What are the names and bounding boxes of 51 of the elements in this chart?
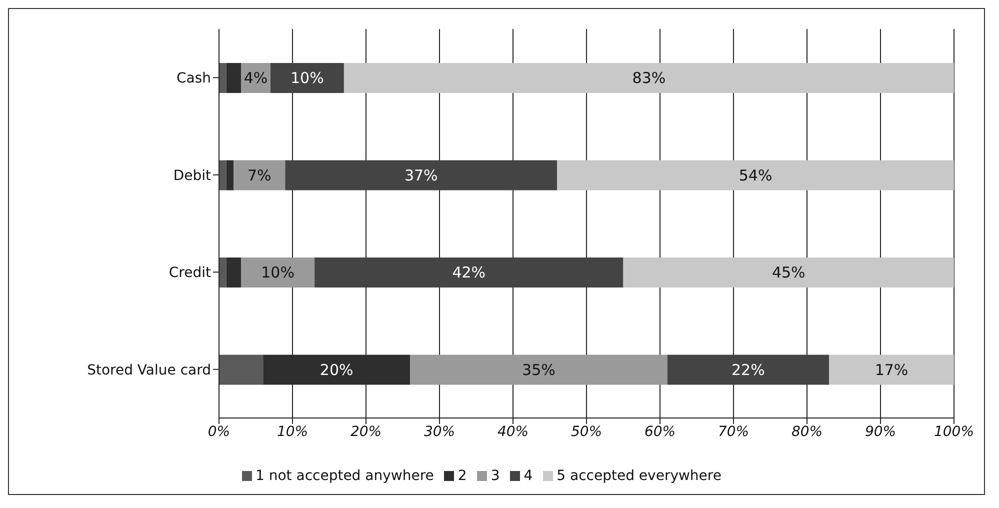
x-tick-label: 60% [644, 424, 676, 440]
bar [344, 63, 954, 93]
data-label: 20% [320, 360, 354, 379]
legend-label: 2 [458, 468, 467, 484]
bar [285, 160, 558, 190]
y-tick-label: Cash [176, 70, 211, 87]
data-label: 83% [632, 69, 666, 87]
x-tick-label: 90% [864, 424, 896, 440]
x-tick-label: 30% [424, 424, 456, 440]
x-tick-label: 40% [497, 424, 529, 440]
x-tick-label: 0% [208, 424, 230, 440]
legend-label: 4 [524, 468, 533, 484]
bar [667, 354, 830, 385]
bar [226, 258, 242, 288]
legend-label: 5 accepted everywhere [556, 468, 722, 484]
legend-label: 1 not accepted anywhere [256, 468, 434, 484]
x-tick-label: 100% [934, 424, 974, 440]
bar [241, 258, 315, 288]
data-label: 54% [738, 166, 772, 184]
x-tick-label: 80% [791, 424, 823, 440]
data-label: 45% [772, 264, 806, 282]
bar [226, 63, 242, 93]
x-tick-label: 20% [350, 424, 382, 440]
data-label: 7% [248, 166, 272, 184]
bar [557, 160, 954, 190]
bar [219, 354, 264, 385]
bar [314, 258, 624, 288]
bar [829, 354, 954, 385]
y-tick-label: Debit [173, 168, 212, 184]
data-label: 42% [452, 264, 486, 282]
data-label: 10% [261, 264, 294, 282]
y-tick-label: Stored Value card [87, 362, 211, 378]
bar [623, 258, 954, 288]
y-tick-label: Credit [168, 265, 212, 282]
bar [270, 63, 344, 93]
data-label: 22% [732, 360, 765, 379]
bar [219, 63, 226, 93]
x-tick-label: 50% [570, 424, 602, 440]
bar [219, 258, 226, 288]
data-label: 17% [874, 360, 908, 379]
bar [219, 160, 226, 190]
data-label: 4% [244, 69, 268, 87]
x-tick-label: 70% [718, 424, 750, 440]
data-label: 10% [290, 69, 324, 87]
data-label: 37% [404, 166, 438, 184]
x-tick-label: 10% [276, 424, 308, 440]
bar [410, 354, 668, 385]
bar [234, 160, 286, 190]
legend-label: 3 [490, 468, 500, 484]
data-label: 35% [522, 360, 556, 379]
bar [226, 160, 234, 190]
